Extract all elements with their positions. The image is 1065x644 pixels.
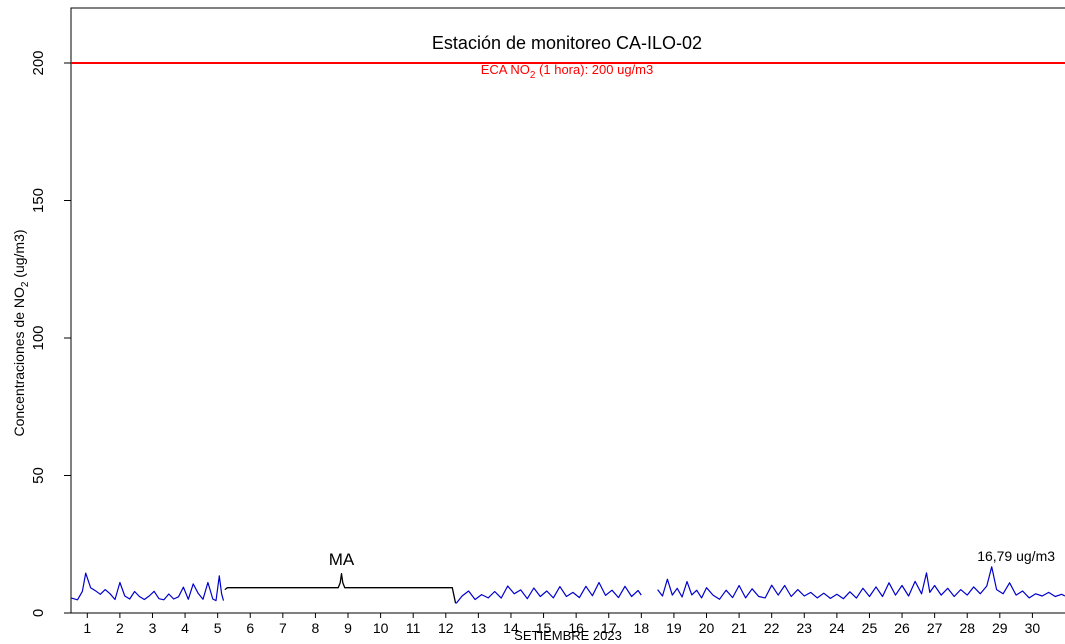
x-tick-label: 1 <box>83 620 91 636</box>
x-tick-label: 6 <box>246 620 254 636</box>
chart-title: Estación de monitoreo CA-ILO-02 <box>432 33 702 53</box>
x-tick-label: 29 <box>992 620 1008 636</box>
threshold-label: ECA NO2 (1 hora): 200 ug/m3 <box>481 62 653 81</box>
series-line <box>657 566 1065 600</box>
y-tick-label: 0 <box>30 609 47 617</box>
x-tick-label: 21 <box>731 620 747 636</box>
x-tick-label: 16 <box>568 620 584 636</box>
x-tick-label: 2 <box>116 620 124 636</box>
y-tick-label: 200 <box>30 50 47 75</box>
x-tick-label: 23 <box>796 620 812 636</box>
y-axis: 0 50 100 150 200 <box>30 50 71 617</box>
plot-border <box>70 7 1065 614</box>
missing-data-bracket <box>224 573 457 604</box>
x-tick-label: 27 <box>927 620 943 636</box>
x-tick-label: 15 <box>536 620 552 636</box>
x-tick-label: 10 <box>373 620 389 636</box>
series-line <box>70 572 225 602</box>
series-group <box>70 566 1065 604</box>
y-axis-title: Concentraciones de NO2 (ug/m3) <box>11 229 31 436</box>
x-tick-label: 18 <box>634 620 650 636</box>
x-tick-label: 3 <box>149 620 157 636</box>
x-tick-label: 5 <box>214 620 222 636</box>
x-tick-label: 9 <box>344 620 352 636</box>
annotation-ma: MA <box>329 550 355 569</box>
x-axis-title: SETIEMBRE 2023 <box>514 628 622 643</box>
x-tick-label: 14 <box>503 620 519 636</box>
x-tick-label: 20 <box>699 620 715 636</box>
y-tick-label: 100 <box>30 325 47 350</box>
x-tick-label: 13 <box>471 620 487 636</box>
annotation-max-value: 16,79 ug/m3 <box>977 548 1055 564</box>
x-tick-label: 8 <box>312 620 320 636</box>
x-tick-label: 11 <box>406 620 421 636</box>
y-tick-label: 150 <box>30 188 47 213</box>
plot-frame <box>70 7 1065 614</box>
x-tick-label: 24 <box>829 620 845 636</box>
x-tick-label: 28 <box>959 620 975 636</box>
x-axis: 1 2 3 4 5 6 7 8 9 10 11 12 13 14 15 16 17 18 19 20 21 22 23 24 2… <box>83 613 1040 636</box>
x-tick-label: 17 <box>601 620 617 636</box>
x-tick-label: 7 <box>279 620 287 636</box>
x-tick-label: 30 <box>1025 620 1041 636</box>
x-tick-label: 12 <box>438 620 454 636</box>
series-line <box>455 581 642 604</box>
x-tick-label: 4 <box>181 620 189 636</box>
x-tick-label: 22 <box>764 620 780 636</box>
x-tick-label: 25 <box>862 620 878 636</box>
x-tick-label: 19 <box>666 620 682 636</box>
y-tick-label: 50 <box>30 467 47 484</box>
annotations-group: MA 16,79 ug/m3 <box>329 548 1055 569</box>
x-tick-label: 26 <box>894 620 910 636</box>
